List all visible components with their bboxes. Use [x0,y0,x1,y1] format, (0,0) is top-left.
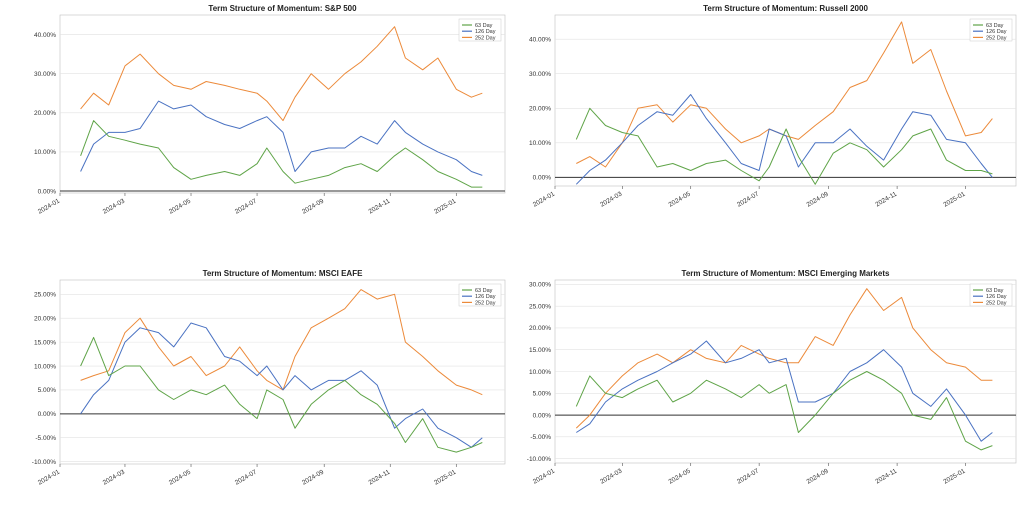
chart-panel-2: Term Structure of Momentum: Russell 2000… [529,4,1017,209]
x-tick-label: 2024-09 [806,190,830,208]
series-line-s63 [575,107,993,185]
y-tick-label: 15.00% [529,347,551,354]
legend-label: 126 Day [475,294,496,300]
x-tick-label: 2024-09 [301,197,325,215]
plot-area [59,14,506,194]
y-tick-label: 0.00% [38,411,57,418]
chart-panel-4: Term Structure of Momentum: MSCI Emergin… [527,269,1017,486]
chart-title: Term Structure of Momentum: Russell 2000 [703,4,868,13]
y-tick-label: 10.00% [34,149,56,156]
x-tick-label: 2024-03 [102,468,126,486]
x-tick-label: 2024-03 [102,197,126,215]
legend-label: 63 Day [475,288,493,294]
x-tick-label: 2024-01 [37,197,61,215]
y-tick-label: 10.00% [529,140,551,147]
y-tick-label: 30.00% [529,71,551,78]
y-tick-label: 20.00% [34,316,56,323]
chart-panel-3: Term Structure of Momentum: MSCI EAFE -10… [32,269,506,487]
x-tick-label: 2024-11 [874,467,898,485]
x-tick-label: 2024-11 [367,197,391,215]
y-tick-label: -5.00% [530,434,551,441]
x-tick-label: 2024-07 [736,467,760,485]
x-tick-label: 2024-03 [599,467,623,485]
legend-label: 252 Day [986,300,1007,306]
y-tick-label: -5.00% [35,435,56,442]
chart-title: Term Structure of Momentum: MSCI Emergin… [682,269,890,278]
series-line-s63 [80,120,483,188]
x-tick-label: 2024-01 [37,468,61,486]
y-tick-label: 25.00% [529,303,551,310]
x-tick-label: 2024-09 [301,468,325,486]
x-tick-label: 2024-07 [234,468,258,486]
plot-area [554,14,1017,187]
legend-label: 63 Day [986,288,1004,294]
y-tick-label: 5.00% [533,391,552,398]
x-tick-label: 2025-01 [942,467,966,485]
y-tick-label: 20.00% [529,106,551,113]
y-tick-label: 20.00% [529,325,551,332]
y-tick-label: 0.00% [38,188,57,195]
y-tick-label: 20.00% [34,110,56,117]
y-tick-label: -10.00% [527,456,551,463]
y-tick-label: 15.00% [34,339,56,346]
chart-title: Term Structure of Momentum: MSCI EAFE [203,269,364,278]
y-tick-label: 10.00% [34,363,56,370]
x-tick-label: 2024-11 [367,468,391,486]
y-tick-label: 25.00% [34,292,56,299]
x-tick-label: 2025-01 [942,190,966,208]
x-tick-label: 2024-05 [668,467,692,485]
x-tick-label: 2024-01 [532,190,556,208]
series-line-s252 [575,288,993,429]
y-tick-label: 40.00% [34,32,56,39]
y-tick-label: 40.00% [529,36,551,43]
legend-label: 63 Day [475,23,493,29]
x-tick-label: 2024-05 [668,190,692,208]
x-tick-label: 2024-09 [806,467,830,485]
x-tick-label: 2024-11 [874,190,898,208]
x-tick-label: 2024-03 [599,190,623,208]
y-tick-label: 30.00% [529,282,551,289]
x-tick-label: 2024-05 [168,197,192,215]
series-line-s126 [80,322,483,448]
series-line-s126 [80,100,483,176]
legend-label: 126 Day [475,29,496,35]
legend-label: 126 Day [986,294,1007,300]
y-tick-label: 0.00% [533,175,552,182]
plot-area [59,279,506,465]
y-tick-label: 30.00% [34,71,56,78]
x-tick-label: 2024-01 [532,467,556,485]
series-line-s63 [80,336,483,453]
series-line-s126 [576,340,993,442]
x-tick-label: 2024-07 [234,197,258,215]
legend-label: 252 Day [475,35,496,41]
x-tick-label: 2024-07 [736,190,760,208]
series-line-s63 [575,371,993,451]
chart-panel-1: Term Structure of Momentum: S&P 500 0.00%… [34,4,506,216]
x-tick-label: 2025-01 [433,197,457,215]
legend-label: 252 Day [986,35,1007,41]
y-tick-label: 0.00% [533,412,552,419]
chart-title: Term Structure of Momentum: S&P 500 [208,4,357,13]
legend-label: 252 Day [475,300,496,306]
x-tick-label: 2025-01 [433,468,457,486]
y-tick-label: 10.00% [529,369,551,376]
series-line-s252 [80,26,483,122]
legend-label: 126 Day [986,29,1007,35]
y-tick-label: -10.00% [32,459,56,466]
y-tick-label: 5.00% [38,387,57,394]
legend-label: 63 Day [986,23,1004,29]
x-tick-label: 2024-05 [168,468,192,486]
series-line-s126 [575,94,993,185]
